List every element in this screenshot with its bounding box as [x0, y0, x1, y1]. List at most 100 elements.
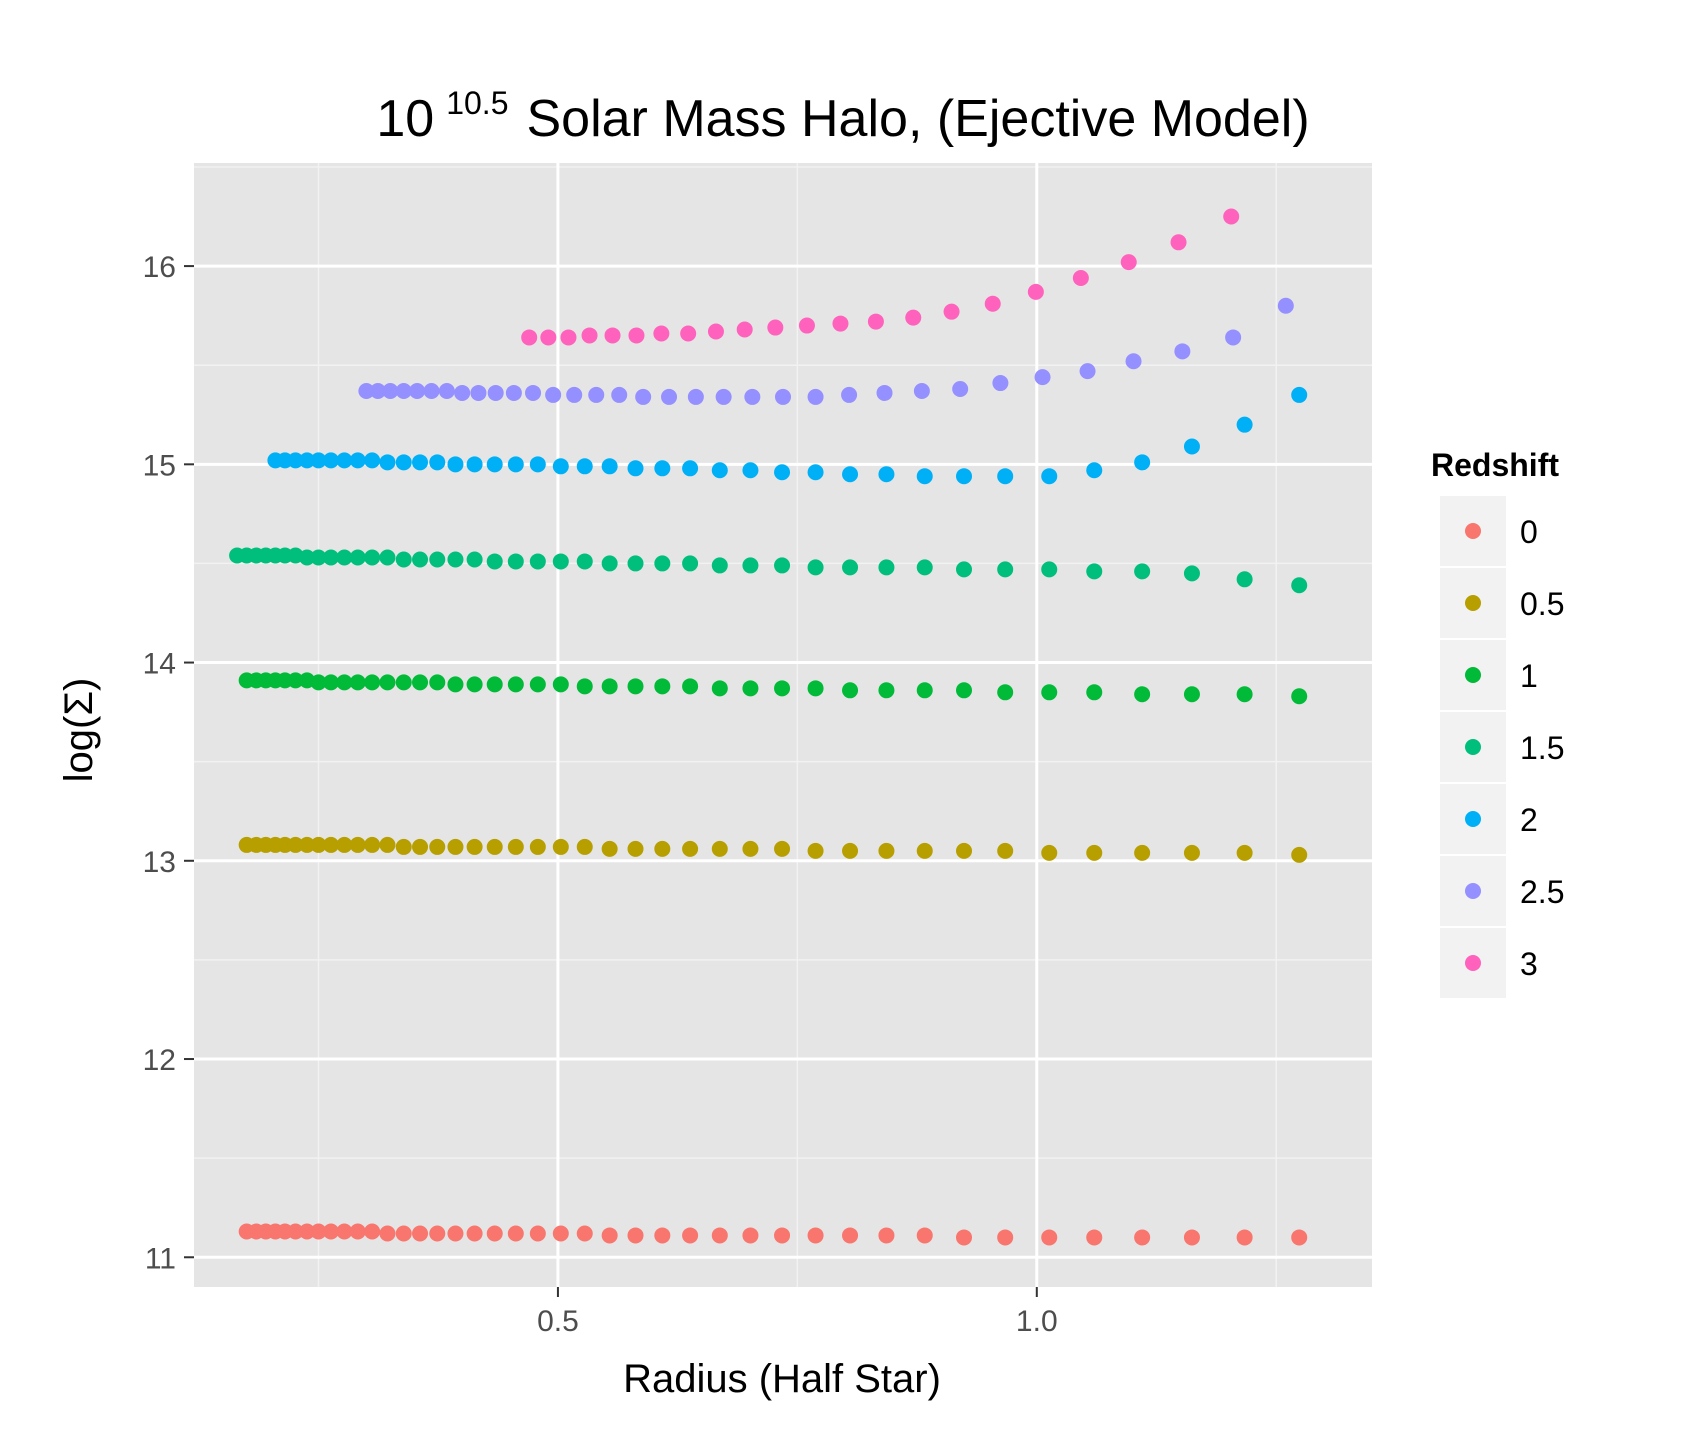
data-point [1183, 438, 1200, 455]
data-point [627, 555, 644, 572]
data-point [767, 319, 784, 336]
data-point [336, 836, 353, 853]
data-point [310, 452, 327, 469]
data-point [552, 458, 569, 475]
data-point [1086, 1229, 1103, 1246]
data-point [628, 327, 645, 344]
data-point [1183, 565, 1200, 582]
data-point [916, 682, 933, 699]
data-point [956, 468, 973, 485]
data-point [878, 559, 895, 576]
data-point [364, 452, 381, 469]
data-point [358, 382, 375, 399]
data-point [382, 382, 399, 399]
data-point [322, 836, 339, 853]
data-point [878, 842, 895, 859]
data-point [588, 386, 605, 403]
data-point [379, 454, 396, 471]
data-point [486, 676, 503, 693]
data-point [454, 384, 471, 401]
data-point [364, 1223, 381, 1240]
data-point [997, 561, 1014, 578]
data-point [447, 456, 464, 473]
data-point [395, 1225, 412, 1242]
data-point [711, 680, 728, 697]
x-tick-label: 1.0 [1016, 1305, 1058, 1338]
data-point [707, 323, 724, 340]
data-point [529, 676, 546, 693]
data-point [682, 678, 699, 695]
data-point [429, 551, 446, 568]
data-point [310, 674, 327, 691]
data-point [466, 1225, 483, 1242]
data-point [310, 549, 327, 566]
data-point [1174, 343, 1191, 360]
data-point [807, 680, 824, 697]
data-point [379, 674, 396, 691]
data-point [742, 680, 759, 697]
data-point [997, 1229, 1014, 1246]
x-tick-label: 0.5 [537, 1305, 579, 1338]
data-point [1291, 688, 1308, 705]
y-tick-labels: 11 12 13 14 15 16 [143, 251, 176, 1275]
data-point [1041, 844, 1058, 861]
data-point [680, 325, 697, 342]
data-point [1041, 684, 1058, 701]
data-point [611, 386, 628, 403]
data-point [916, 1227, 933, 1244]
data-point [545, 386, 562, 403]
data-point [601, 678, 618, 695]
data-point [654, 555, 671, 572]
title-superscript: 10.5 [446, 85, 508, 121]
data-point [412, 838, 429, 855]
data-point [1225, 329, 1242, 346]
data-point [364, 549, 381, 566]
data-point [742, 1227, 759, 1244]
legend-marker [1465, 811, 1481, 827]
data-point [1134, 563, 1151, 580]
legend-marker [1465, 523, 1481, 539]
legend-marker [1465, 667, 1481, 683]
major-gridlines [194, 163, 1372, 1287]
x-axis-title: Radius (Half Star) [623, 1357, 941, 1401]
data-point [1183, 844, 1200, 861]
data-point [412, 454, 429, 471]
data-point [1086, 563, 1103, 580]
data-point [878, 682, 895, 699]
data-point [429, 454, 446, 471]
data-point [322, 549, 339, 566]
data-point [423, 382, 440, 399]
data-point [842, 842, 859, 859]
x-tick-labels: 0.5 1.0 [537, 1305, 1058, 1338]
data-point [1183, 1229, 1200, 1246]
data-point [905, 309, 922, 326]
data-point [682, 840, 699, 857]
data-point [627, 678, 644, 695]
data-point [395, 551, 412, 568]
data-point [1291, 386, 1308, 403]
data-point [1236, 686, 1253, 703]
data-point [1125, 353, 1142, 370]
data-point [956, 561, 973, 578]
data-point [916, 559, 933, 576]
data-point [635, 388, 652, 405]
data-point [552, 1225, 569, 1242]
data-point [487, 384, 504, 401]
legend-label: 0.5 [1520, 586, 1564, 622]
data-point [412, 551, 429, 568]
data-point [627, 1227, 644, 1244]
data-point [798, 317, 815, 334]
legend-label: 2.5 [1520, 874, 1564, 910]
data-point [336, 452, 353, 469]
data-point [447, 838, 464, 855]
data-point [1236, 571, 1253, 588]
data-point [916, 468, 933, 485]
legend-marker [1465, 883, 1481, 899]
data-point [447, 1225, 464, 1242]
data-point [429, 674, 446, 691]
data-point [529, 1225, 546, 1242]
data-point [867, 313, 884, 330]
data-point [1134, 1229, 1151, 1246]
legend-label: 0 [1520, 514, 1538, 550]
data-point [1134, 844, 1151, 861]
